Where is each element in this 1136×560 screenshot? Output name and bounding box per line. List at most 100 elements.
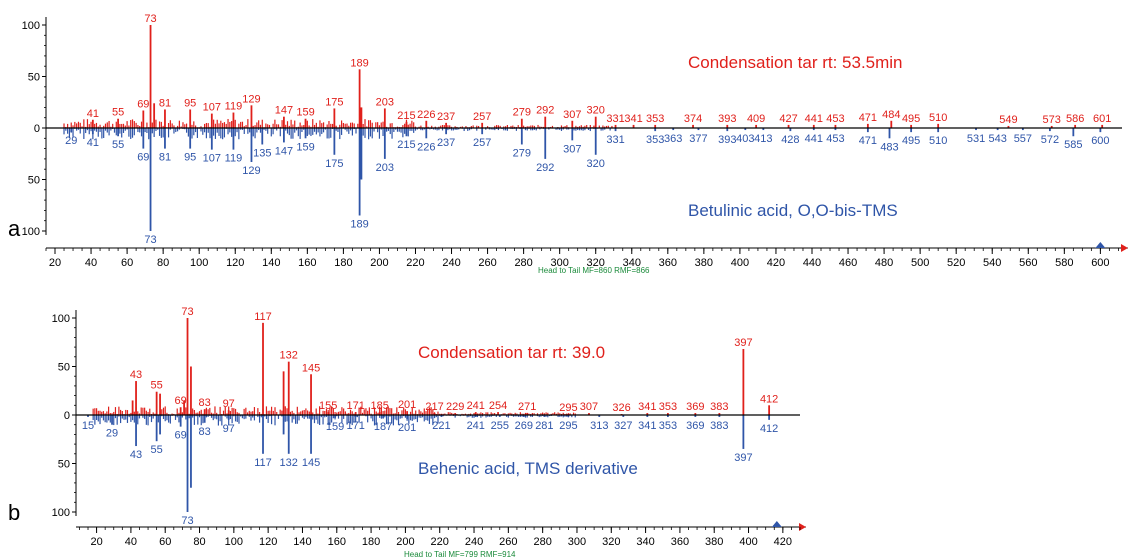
y-tick-label: 50 xyxy=(28,175,40,187)
x-tick-label: 520 xyxy=(947,257,965,269)
x-tick-label: 160 xyxy=(298,257,316,269)
tail-peak-label: 95 xyxy=(184,152,196,164)
x-tick-label: 360 xyxy=(659,257,677,269)
tail-peak-label: 383 xyxy=(710,420,728,432)
tail-peak-label: 279 xyxy=(513,147,531,159)
tail-peak-label: 281 xyxy=(535,420,553,432)
tail-peak-label: 403 xyxy=(736,133,754,145)
head-peak-label: 257 xyxy=(473,111,491,123)
tail-peak-label: 269 xyxy=(515,420,533,432)
tail-peak-label: 97 xyxy=(223,423,235,435)
x-tick-label: 180 xyxy=(362,536,380,548)
head-peak-label: 217 xyxy=(425,401,443,413)
tail-peak-label: 353 xyxy=(659,420,677,432)
panel-a-tail-title: Betulinic acid, O,O-bis-TMS xyxy=(688,201,898,220)
head-peak-label: 155 xyxy=(319,400,337,412)
head-peak-label: 95 xyxy=(184,97,196,109)
tail-peak-label: 531 xyxy=(967,133,985,145)
tail-peak-label: 41 xyxy=(87,137,99,149)
tail-peak-label: 572 xyxy=(1041,134,1059,146)
x-tick-label: 100 xyxy=(225,536,243,548)
tail-peak-label: 55 xyxy=(112,139,124,151)
x-tick-label: 420 xyxy=(767,257,785,269)
tail-peak-label: 585 xyxy=(1064,139,1082,151)
tail-peak-label: 29 xyxy=(106,428,118,440)
head-peak-label: 586 xyxy=(1066,113,1084,125)
x-tick-label: 460 xyxy=(839,257,857,269)
tail-peak-label: 73 xyxy=(181,515,193,527)
x-tick-label: 320 xyxy=(602,536,620,548)
head-peak-label: 307 xyxy=(563,109,581,121)
head-peak-label: 484 xyxy=(882,109,900,121)
tail-peak-label: 69 xyxy=(137,152,149,164)
head-peak-label: 510 xyxy=(929,112,947,124)
head-peak-label: 129 xyxy=(242,93,260,105)
tail-peak-label: 55 xyxy=(151,444,163,456)
head-peak-label: 185 xyxy=(370,400,388,412)
tail-peak-label: 107 xyxy=(203,153,221,165)
y-tick-label: 50 xyxy=(58,459,70,471)
tail-peak-label: 320 xyxy=(587,158,605,170)
head-peak-label: 132 xyxy=(280,350,298,362)
panel-a-letter: a xyxy=(8,216,21,241)
head-peak-label: 320 xyxy=(587,105,605,117)
tail-peak-label: 313 xyxy=(590,420,608,432)
panel-b-tail-title: Behenic acid, TMS derivative xyxy=(418,459,638,478)
x-tick-label: 320 xyxy=(587,257,605,269)
x-tick-label: 80 xyxy=(157,257,169,269)
x-tick-label: 260 xyxy=(478,257,496,269)
head-peak-label: 471 xyxy=(859,112,877,124)
head-peak-label: 201 xyxy=(398,399,416,411)
head-peak-label: 383 xyxy=(710,401,728,413)
head-peak-label: 81 xyxy=(159,97,171,109)
tail-peak-label: 145 xyxy=(302,457,320,469)
x-tick-label: 480 xyxy=(875,257,893,269)
tail-peak-label: 119 xyxy=(225,153,243,165)
tail-peak-label: 327 xyxy=(614,420,632,432)
head-peak-label: 279 xyxy=(513,107,531,119)
x-range-marker xyxy=(1095,242,1106,248)
tail-peak-label: 117 xyxy=(254,457,272,469)
head-peak-label: 171 xyxy=(346,400,364,412)
y-tick-label: 0 xyxy=(34,123,40,135)
tail-peak-label: 397 xyxy=(734,452,752,464)
tail-peak-label: 171 xyxy=(346,420,364,432)
x-tick-label: 580 xyxy=(1055,257,1073,269)
head-peak-label: 107 xyxy=(203,102,221,114)
head-peak-label: 203 xyxy=(376,96,394,108)
tail-peak-label: 441 xyxy=(805,133,823,145)
panel-b-head-title: Condensation tar rt: 39.0 xyxy=(418,343,605,362)
head-peak-label: 393 xyxy=(718,113,736,125)
tail-peak-label: 69 xyxy=(175,430,187,442)
panel-a-footer: Head to Tail MF=860 RMF=866 xyxy=(538,266,650,275)
tail-peak-label: 241 xyxy=(467,420,485,432)
x-tick-label: 240 xyxy=(465,536,483,548)
head-peak-label: 295 xyxy=(559,402,577,414)
x-tick-label: 180 xyxy=(334,257,352,269)
x-tick-label: 400 xyxy=(739,536,757,548)
head-peak-label: 427 xyxy=(779,113,797,125)
tail-peak-label: 147 xyxy=(275,145,293,157)
head-peak-label: 353 xyxy=(646,113,664,125)
tail-peak-label: 369 xyxy=(686,420,704,432)
tail-peak-label: 83 xyxy=(199,426,211,438)
y-tick-label: 0 xyxy=(64,410,70,422)
head-peak-label: 453 xyxy=(826,113,844,125)
head-peak-label: 55 xyxy=(151,380,163,392)
head-peak-label: 237 xyxy=(437,111,455,123)
tail-peak-label: 428 xyxy=(781,134,799,146)
panel-b-letter: b xyxy=(8,500,20,525)
head-peak-label: 215 xyxy=(397,110,415,122)
head-peak-label: 145 xyxy=(302,362,320,374)
head-peak-label: 241 xyxy=(467,400,485,412)
x-tick-label: 500 xyxy=(911,257,929,269)
x-tick-label: 40 xyxy=(85,257,97,269)
x-tick-label: 360 xyxy=(671,536,689,548)
panel-b-footer: Head to Tail MF=799 RMF=914 xyxy=(404,550,516,559)
x-tick-label: 120 xyxy=(259,536,277,548)
tail-peak-label: 341 xyxy=(638,420,656,432)
x-tick-label: 300 xyxy=(568,536,586,548)
y-tick-label: 100 xyxy=(22,20,40,32)
